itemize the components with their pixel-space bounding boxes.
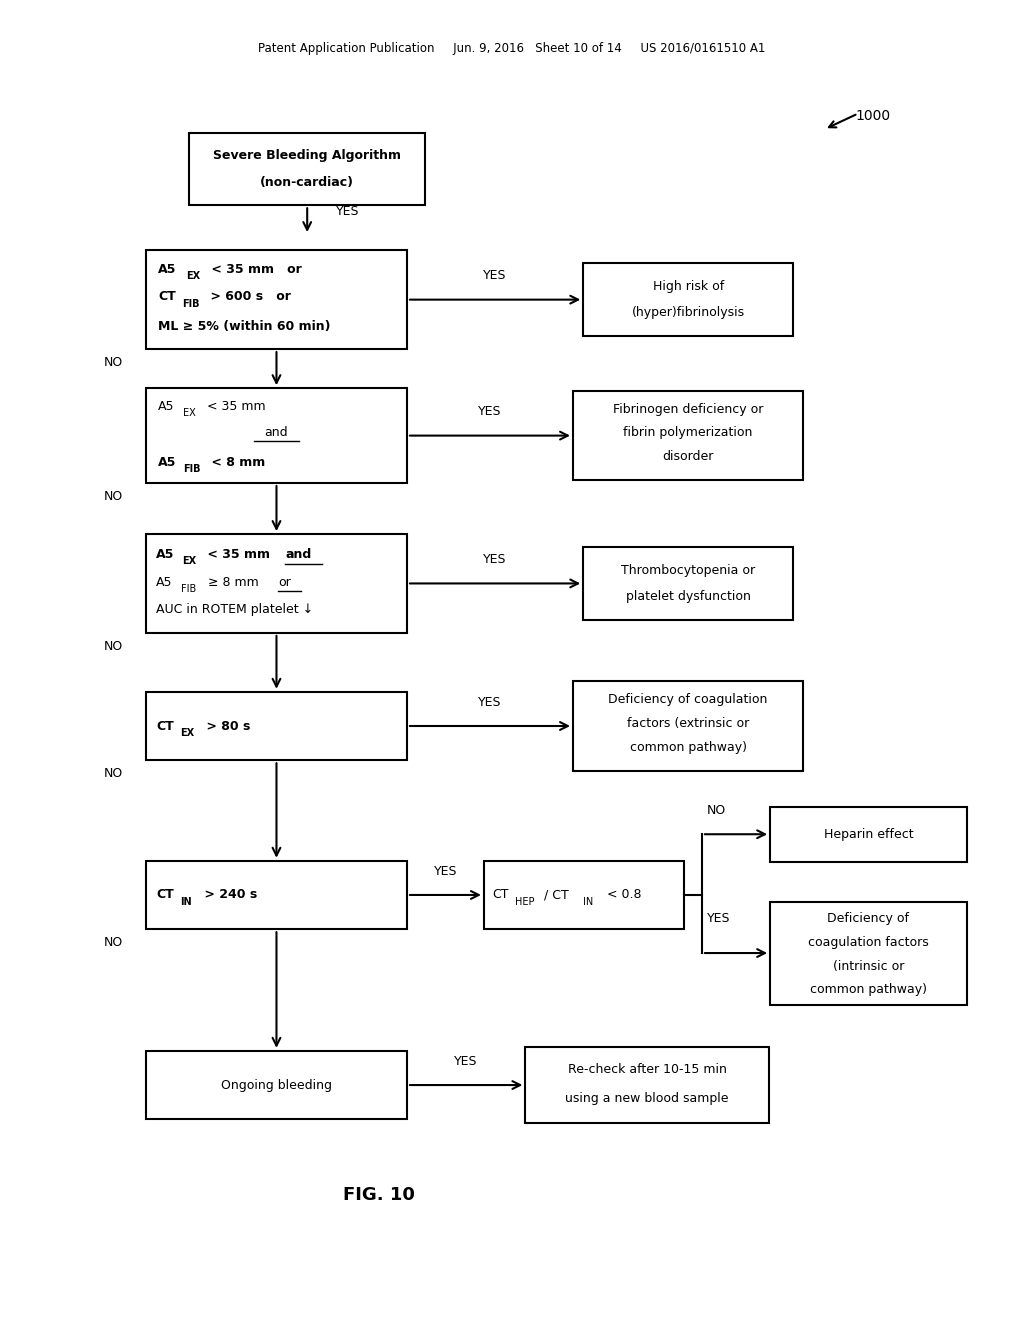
Text: < 8 mm: < 8 mm <box>207 455 265 469</box>
Text: < 0.8: < 0.8 <box>602 888 641 902</box>
Text: IN: IN <box>583 896 594 907</box>
Text: YES: YES <box>478 696 502 709</box>
Text: ≥ 8 mm: ≥ 8 mm <box>205 576 263 589</box>
Text: NO: NO <box>104 640 124 652</box>
Text: platelet dysfunction: platelet dysfunction <box>626 590 751 603</box>
Text: Deficiency of coagulation: Deficiency of coagulation <box>608 693 768 706</box>
Text: using a new blood sample: using a new blood sample <box>565 1092 729 1105</box>
Text: NO: NO <box>104 490 124 503</box>
Text: A5: A5 <box>157 548 174 561</box>
Text: and: and <box>285 548 311 561</box>
Text: > 80 s: > 80 s <box>203 719 251 733</box>
FancyBboxPatch shape <box>573 681 803 771</box>
Text: Re-check after 10-15 min: Re-check after 10-15 min <box>567 1063 727 1076</box>
Text: FIB: FIB <box>181 583 196 594</box>
Text: < 35 mm   or: < 35 mm or <box>207 263 302 276</box>
Text: Ongoing bleeding: Ongoing bleeding <box>221 1078 332 1092</box>
Text: FIB: FIB <box>182 298 200 309</box>
Text: A5: A5 <box>159 455 176 469</box>
Text: < 35 mm: < 35 mm <box>203 548 274 561</box>
Text: Deficiency of: Deficiency of <box>827 912 909 925</box>
Text: EX: EX <box>180 727 194 738</box>
Text: FIG. 10: FIG. 10 <box>343 1185 415 1204</box>
Text: CT: CT <box>159 290 176 304</box>
Text: YES: YES <box>336 205 359 218</box>
Text: FIB: FIB <box>183 463 201 474</box>
FancyBboxPatch shape <box>573 391 803 480</box>
FancyBboxPatch shape <box>146 388 408 483</box>
Text: (hyper)fibrinolysis: (hyper)fibrinolysis <box>632 306 744 319</box>
Text: IN: IN <box>180 896 191 907</box>
Text: Severe Bleeding Algorithm: Severe Bleeding Algorithm <box>213 149 401 162</box>
Text: 1000: 1000 <box>855 110 890 123</box>
Text: common pathway): common pathway) <box>810 983 927 997</box>
Text: NO: NO <box>707 804 726 817</box>
Text: A5: A5 <box>157 576 173 589</box>
Text: CT: CT <box>492 888 509 902</box>
Text: Patent Application Publication     Jun. 9, 2016   Sheet 10 of 14     US 2016/016: Patent Application Publication Jun. 9, 2… <box>258 42 766 55</box>
Text: A5: A5 <box>159 263 176 276</box>
Text: NO: NO <box>104 936 124 949</box>
FancyBboxPatch shape <box>525 1047 769 1123</box>
Text: HEP: HEP <box>514 896 535 907</box>
Text: YES: YES <box>707 912 730 925</box>
Text: disorder: disorder <box>663 450 714 463</box>
FancyBboxPatch shape <box>146 251 408 348</box>
Text: CT: CT <box>157 888 174 902</box>
Text: A5: A5 <box>159 400 175 413</box>
Text: > 600 s   or: > 600 s or <box>207 290 291 304</box>
Text: High risk of: High risk of <box>652 280 724 293</box>
Text: ML ≥ 5% (within 60 min): ML ≥ 5% (within 60 min) <box>159 319 331 333</box>
Text: (non-cardiac): (non-cardiac) <box>260 176 354 189</box>
FancyBboxPatch shape <box>770 902 967 1005</box>
FancyBboxPatch shape <box>483 861 684 929</box>
Text: AUC in ROTEM platelet ↓: AUC in ROTEM platelet ↓ <box>157 603 313 616</box>
Text: fibrin polymerization: fibrin polymerization <box>624 426 753 440</box>
Text: EX: EX <box>186 271 200 281</box>
Text: factors (extrinsic or: factors (extrinsic or <box>627 717 750 730</box>
Text: < 35 mm: < 35 mm <box>203 400 266 413</box>
Text: NO: NO <box>104 356 124 368</box>
Text: CT: CT <box>157 719 174 733</box>
Text: common pathway): common pathway) <box>630 741 746 754</box>
Text: Thrombocytopenia or: Thrombocytopenia or <box>622 564 755 577</box>
FancyBboxPatch shape <box>584 546 793 619</box>
Text: (intrinsic or: (intrinsic or <box>833 960 904 973</box>
Text: YES: YES <box>483 553 507 566</box>
FancyBboxPatch shape <box>189 132 425 205</box>
FancyBboxPatch shape <box>146 861 408 929</box>
Text: EX: EX <box>182 556 196 566</box>
Text: > 240 s: > 240 s <box>201 888 257 902</box>
Text: YES: YES <box>434 865 457 878</box>
Text: NO: NO <box>104 767 124 780</box>
FancyBboxPatch shape <box>770 807 967 862</box>
Text: EX: EX <box>183 408 196 418</box>
Text: or: or <box>279 576 291 589</box>
FancyBboxPatch shape <box>146 1051 408 1119</box>
Text: Fibrinogen deficiency or: Fibrinogen deficiency or <box>613 403 763 416</box>
Text: coagulation factors: coagulation factors <box>808 936 929 949</box>
Text: Heparin effect: Heparin effect <box>823 828 913 841</box>
FancyBboxPatch shape <box>146 533 408 632</box>
Text: YES: YES <box>483 269 507 282</box>
Text: YES: YES <box>455 1055 478 1068</box>
Text: / CT: / CT <box>541 888 569 902</box>
FancyBboxPatch shape <box>146 692 408 760</box>
FancyBboxPatch shape <box>584 263 793 335</box>
Text: YES: YES <box>478 405 502 418</box>
Text: and: and <box>264 426 289 440</box>
